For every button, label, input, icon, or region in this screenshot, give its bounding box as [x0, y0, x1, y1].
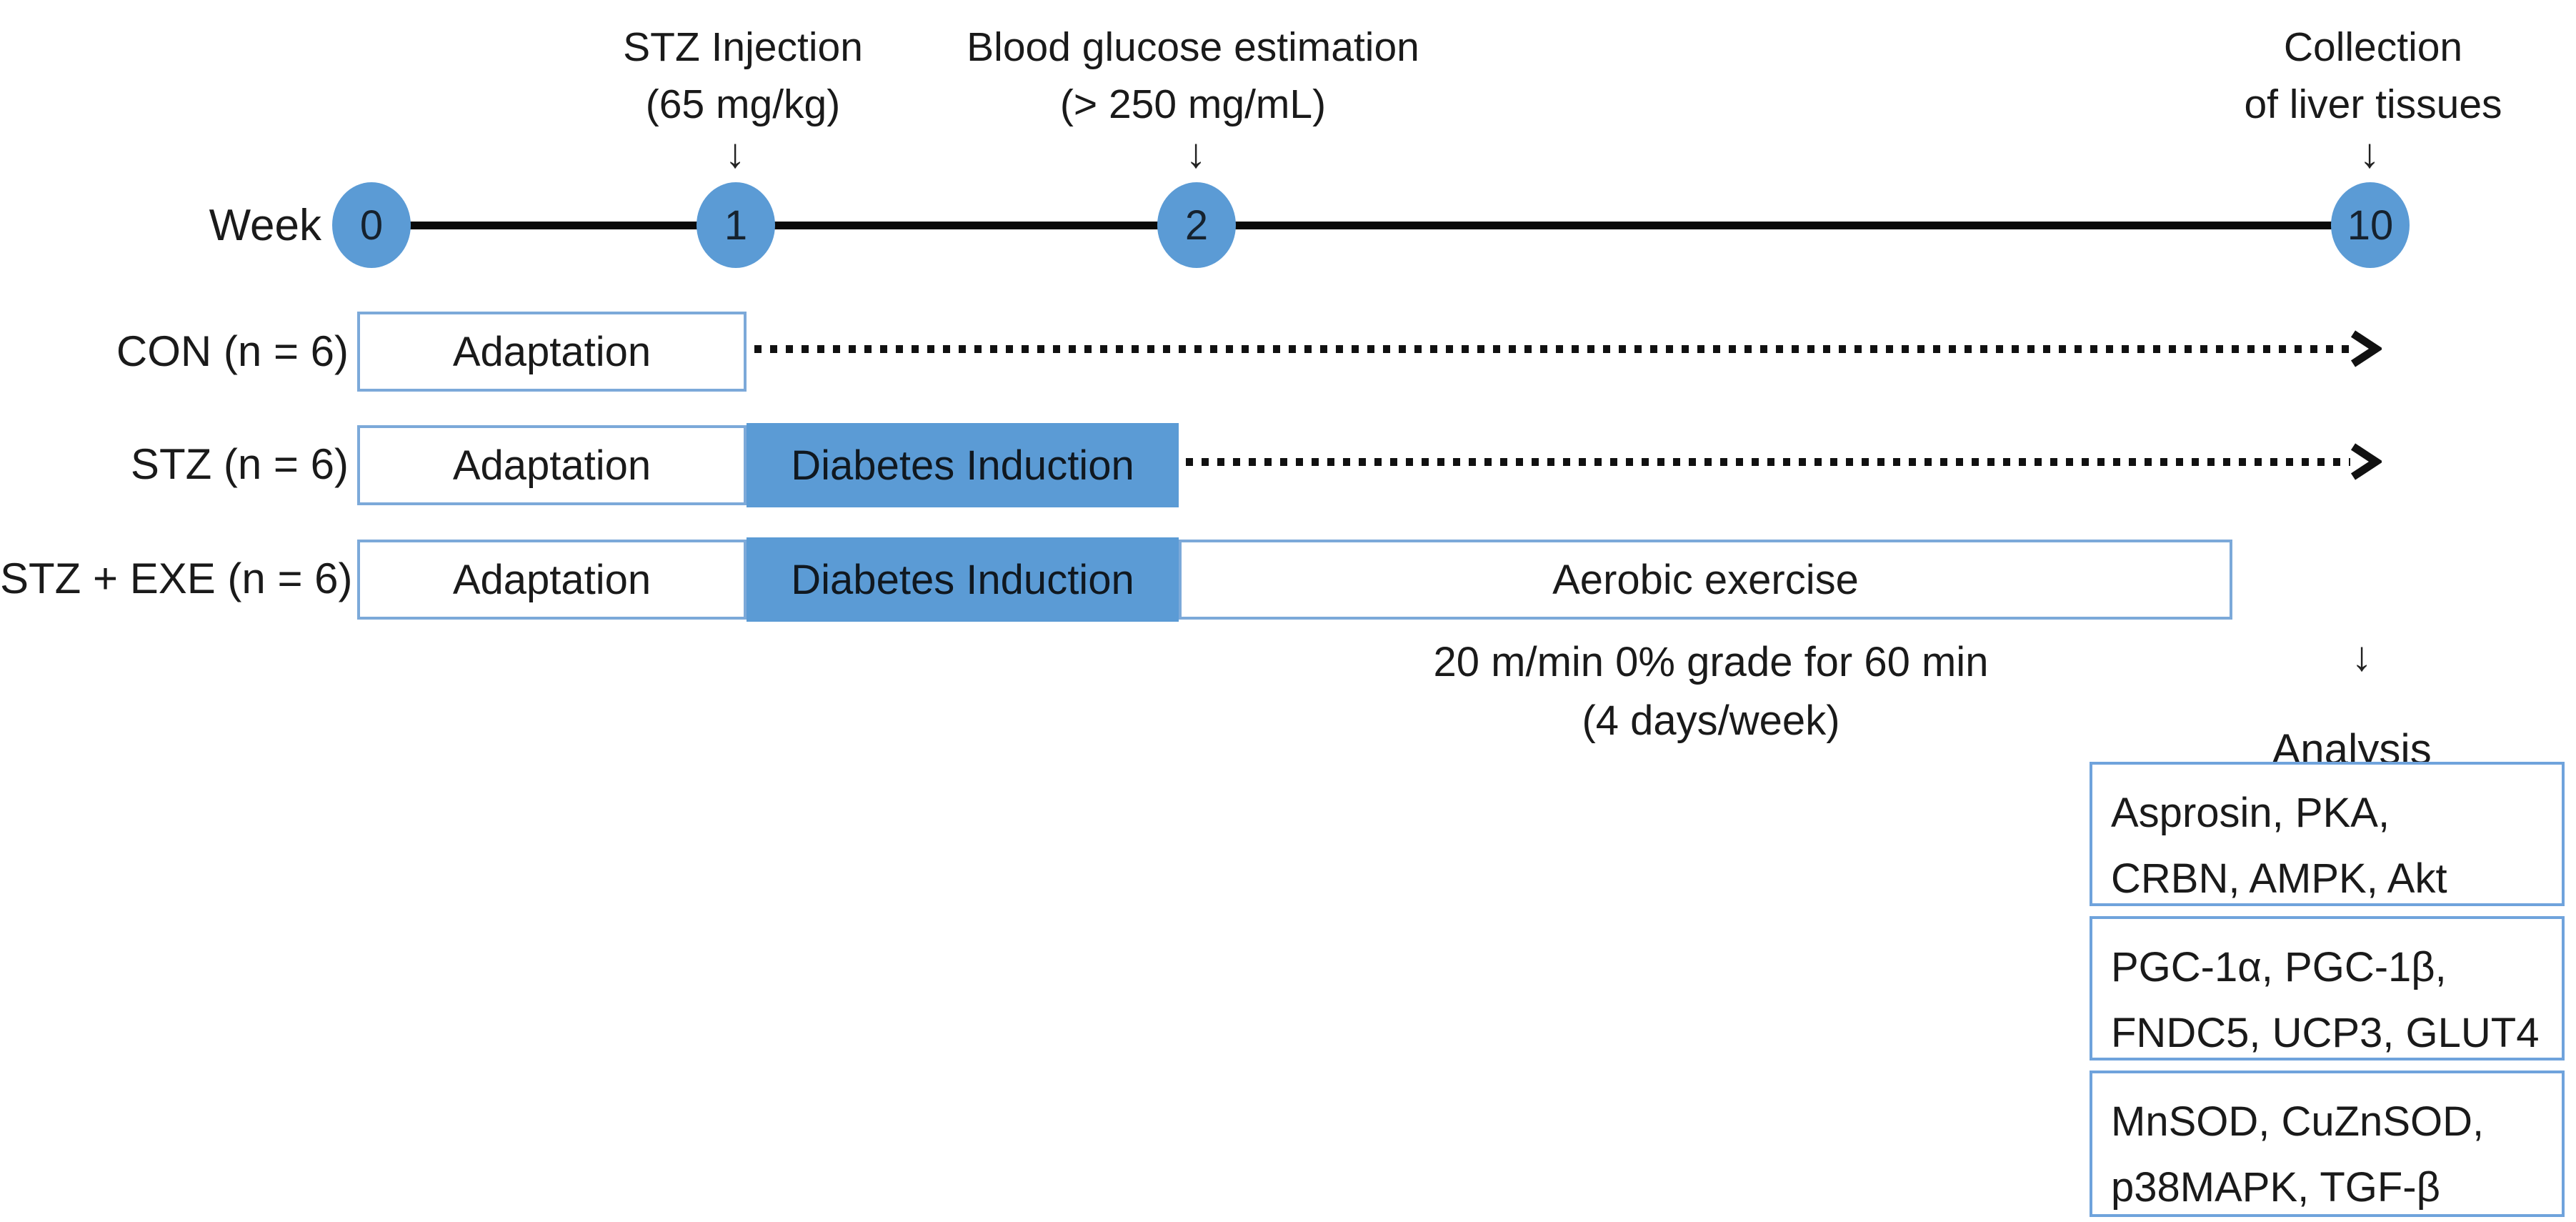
event-subtitle: of liver tissues: [2244, 81, 2502, 127]
aerobic-exercise-box: Aerobic exercise: [1179, 540, 2232, 620]
event-title: Blood glucose estimation: [967, 24, 1419, 70]
exercise-note-line: 20 m/min 0% grade for 60 min: [1433, 639, 1989, 685]
event-title: STZ Injection: [623, 24, 863, 70]
group-label-stz-exe: STZ + EXE (n = 6): [0, 555, 353, 602]
diabetes-induction-box: Diabetes Induction: [747, 537, 1179, 622]
down-arrow-icon: ↓: [1185, 130, 1207, 177]
week-number: 1: [724, 202, 748, 249]
down-arrow-icon: ↓: [2351, 633, 2372, 680]
week-circle-0: 0: [332, 182, 411, 268]
group-label-stz: STZ (n = 6): [130, 440, 349, 488]
diabetes-induction-box: Diabetes Induction: [747, 423, 1179, 507]
week-number: 0: [359, 202, 384, 249]
diabetes-induction-label: Diabetes Induction: [791, 556, 1134, 603]
exercise-note-line: (4 days/week): [1582, 697, 1840, 744]
exercise-note: 20 m/min 0% grade for 60 min (4 days/wee…: [1434, 633, 1989, 750]
dotted-arrow: [754, 345, 2350, 353]
week-circle-2: 2: [1157, 182, 1236, 268]
analysis-box-line: CRBN, AMPK, Akt: [2111, 855, 2447, 902]
week-number: 10: [2347, 202, 2394, 249]
event-subtitle: (> 250 mg/mL): [1059, 81, 1327, 127]
aerobic-exercise-label: Aerobic exercise: [1552, 556, 1859, 603]
adaptation-label: Adaptation: [452, 328, 652, 375]
adaptation-label: Adaptation: [452, 442, 652, 489]
diabetes-induction-label: Diabetes Induction: [791, 442, 1134, 489]
analysis-box-line: Asprosin, PKA,: [2111, 790, 2390, 836]
down-arrow-icon: ↓: [724, 130, 746, 177]
timeline-axis-label: Week: [209, 201, 321, 250]
analysis-box: MnSOD, CuZnSOD, p38MAPK, TGF-β: [2090, 1071, 2565, 1217]
event-subtitle: (65 mg/kg): [645, 81, 841, 127]
arrowhead-icon: [2350, 330, 2382, 367]
adaptation-label: Adaptation: [452, 556, 652, 603]
adaptation-box: Adaptation: [357, 312, 747, 392]
event-title: Collection: [2283, 24, 2463, 70]
analysis-box-line: PGC-1α, PGC-1β,: [2111, 944, 2447, 990]
analysis-box-line: FNDC5, UCP3, GLUT4: [2111, 1010, 2540, 1056]
arrowhead-icon: [2350, 443, 2382, 480]
analysis-box-line: p38MAPK, TGF-β: [2111, 1164, 2440, 1211]
adaptation-box: Adaptation: [357, 540, 747, 620]
event-liver-collection: Collection of liver tissues: [2244, 19, 2502, 133]
group-label-con: CON (n = 6): [116, 327, 349, 375]
week-number: 2: [1184, 202, 1209, 249]
adaptation-box: Adaptation: [357, 425, 747, 505]
analysis-box-line: MnSOD, CuZnSOD,: [2111, 1098, 2485, 1145]
event-stz-injection: STZ Injection (65 mg/kg): [623, 19, 863, 133]
analysis-box: Asprosin, PKA, CRBN, AMPK, Akt: [2090, 762, 2565, 906]
analysis-box: PGC-1α, PGC-1β, FNDC5, UCP3, GLUT4: [2090, 916, 2565, 1060]
down-arrow-icon: ↓: [2359, 130, 2380, 177]
week-circle-1: 1: [697, 182, 775, 268]
week-circle-10: 10: [2331, 182, 2410, 268]
event-blood-glucose: Blood glucose estimation (> 250 mg/mL): [967, 19, 1419, 133]
dotted-arrow: [1186, 458, 2350, 466]
timeline-line: [371, 222, 2372, 229]
